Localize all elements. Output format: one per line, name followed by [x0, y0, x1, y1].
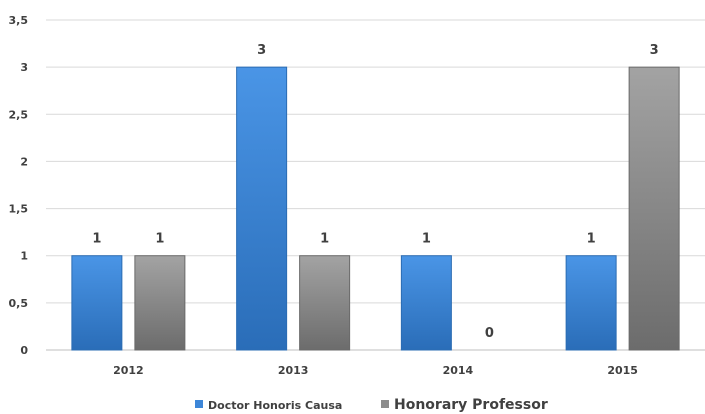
y-tick-label: 3,5 [9, 14, 29, 27]
x-tick-label: 2014 [443, 364, 474, 377]
data-label: 1 [320, 232, 329, 247]
legend: Doctor Honoris Causa Honorary Professor [195, 397, 548, 413]
x-tick-label: 2012 [113, 364, 144, 377]
data-label: 1 [422, 232, 431, 247]
bar-doctor-honoris-causa-2012 [71, 255, 123, 351]
bar-honorary-professor-2013 [299, 255, 351, 351]
data-label: 3 [650, 43, 659, 58]
y-tick-label: 2 [20, 155, 28, 168]
y-axis: 0 0,5 1 1,5 2 2,5 3 3,5 [9, 14, 29, 357]
y-tick-label: 0,5 [9, 297, 29, 310]
bar-doctor-honoris-causa-2013 [236, 66, 288, 351]
y-tick-label: 1 [20, 250, 28, 263]
legend-swatch [195, 400, 203, 408]
y-tick-label: 0 [20, 344, 28, 357]
legend-label: Doctor Honoris Causa [208, 399, 342, 412]
bar-doctor-honoris-causa-2015 [565, 255, 617, 351]
data-label: 1 [587, 232, 596, 247]
data-label: 1 [92, 232, 101, 247]
bars [71, 66, 680, 351]
y-tick-label: 3 [20, 61, 28, 74]
bar-honorary-professor-2015 [628, 66, 680, 351]
legend-label: Honorary Professor [394, 397, 548, 413]
x-tick-label: 2013 [278, 364, 309, 377]
y-tick-label: 2,5 [9, 108, 29, 121]
x-tick-label: 2015 [607, 364, 638, 377]
data-label: 1 [155, 232, 164, 247]
data-label: 3 [257, 43, 266, 58]
data-label: 0 [485, 326, 494, 341]
bar-doctor-honoris-causa-2014 [400, 255, 452, 351]
legend-swatch [381, 400, 389, 408]
data-labels: 1 1 3 1 1 0 1 3 [92, 43, 658, 341]
x-axis: 2012 2013 2014 2015 [113, 364, 638, 377]
y-tick-label: 1,5 [9, 203, 29, 216]
bar-honorary-professor-2012 [134, 255, 186, 351]
